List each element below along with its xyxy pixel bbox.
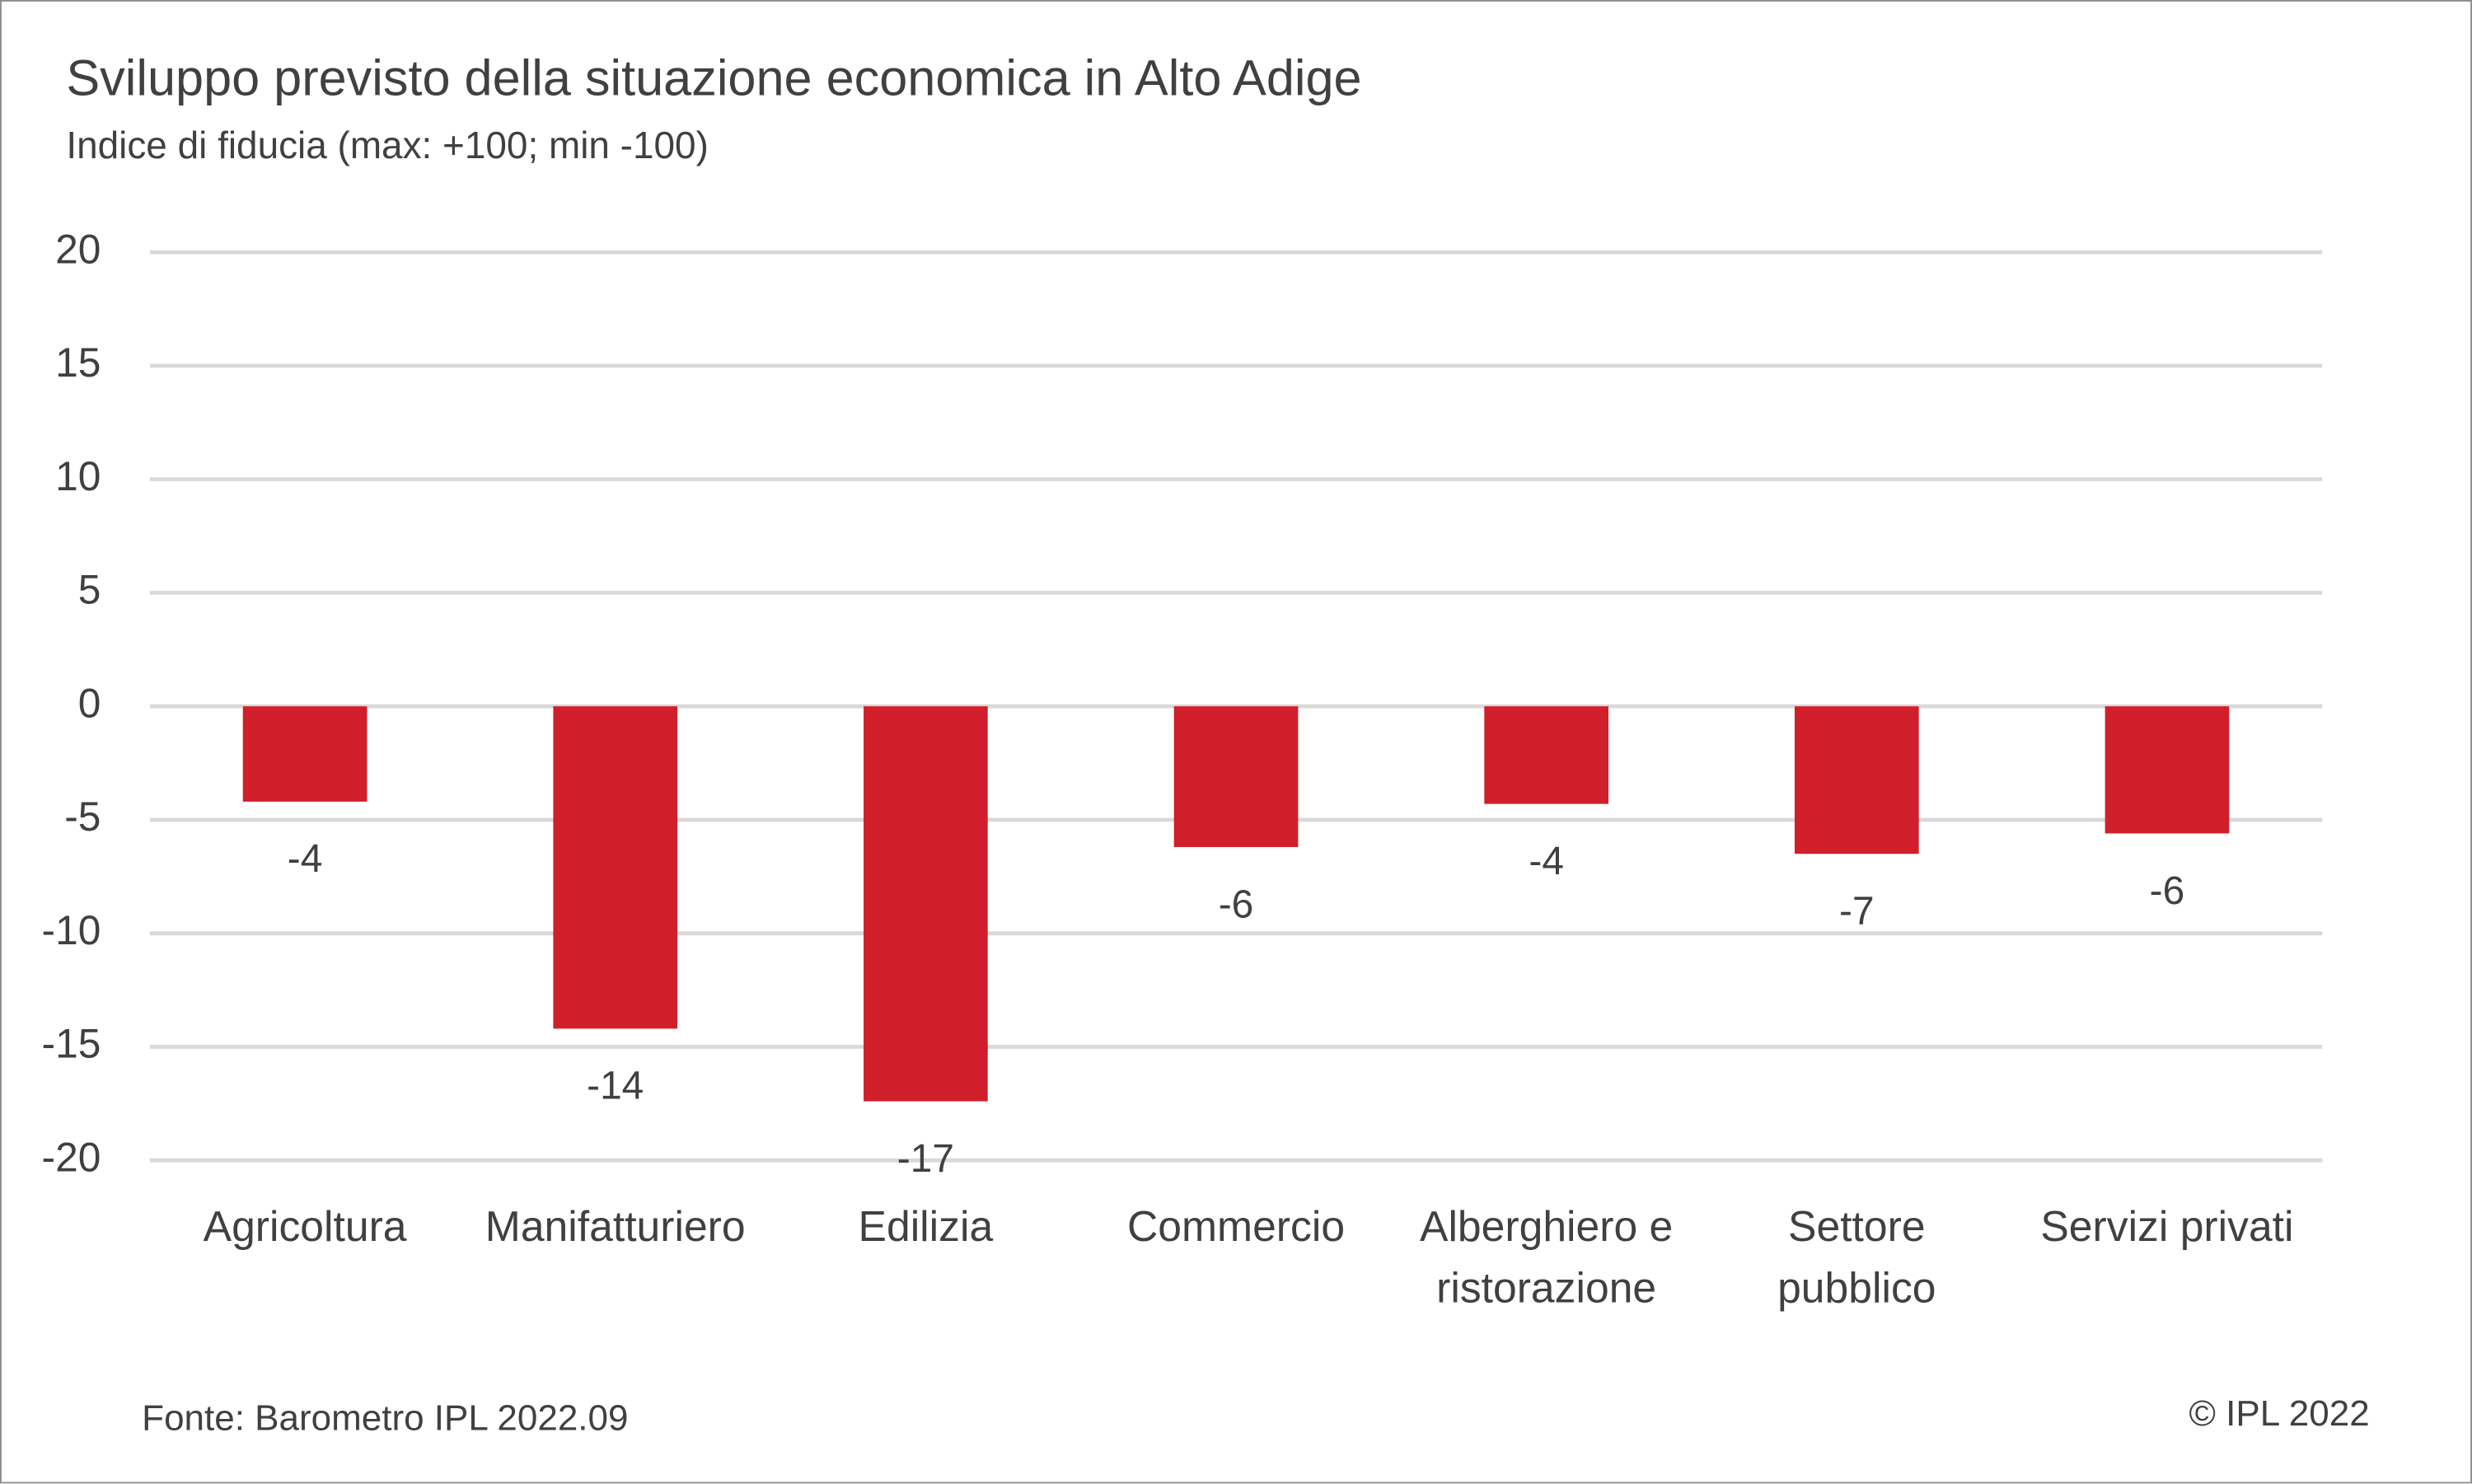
source: Fonte: Barometro IPL 2022.09 — [142, 1398, 628, 1439]
y-tick-label: -15 — [42, 1021, 101, 1067]
x-tick-label: Commercio — [1126, 1202, 1346, 1251]
data-label: -4 — [1529, 840, 1564, 883]
bar — [1484, 706, 1609, 804]
bar — [1794, 706, 1919, 854]
y-tick-label: 0 — [78, 680, 101, 726]
copyright: © IPL 2022 — [2189, 1393, 2370, 1434]
data-label: -7 — [1839, 890, 1875, 934]
y-tick-label: -20 — [42, 1134, 101, 1180]
bar — [553, 706, 678, 1029]
y-tick-label: 15 — [55, 339, 101, 386]
x-tick-label: Settore pubblico — [1777, 1202, 1936, 1312]
bar — [1173, 706, 1299, 847]
data-label: -4 — [288, 837, 323, 881]
data-label: -17 — [897, 1137, 954, 1181]
chart-subtitle: Indice di fiducia (max: +100; min -100) — [66, 124, 709, 166]
data-label: -6 — [1219, 882, 1254, 926]
y-tick-label: 10 — [55, 453, 101, 499]
y-tick-label: 20 — [55, 226, 101, 272]
data-label: -14 — [587, 1065, 644, 1108]
y-tick-label: -10 — [42, 907, 101, 953]
data-label: -6 — [2150, 869, 2185, 913]
y-tick-label: 5 — [78, 567, 101, 613]
bar — [864, 706, 988, 1102]
x-tick-label: Edilizia — [858, 1202, 994, 1251]
y-tick-label: -5 — [64, 793, 101, 840]
chart-title: Sviluppo previsto della situazione econo… — [66, 50, 1361, 106]
x-tick-label: Agricoltura — [203, 1202, 407, 1251]
x-tick-label: Alberghiero e ristorazione — [1419, 1202, 1674, 1312]
x-tick-label: Manifatturiero — [485, 1202, 746, 1251]
bar — [2104, 706, 2230, 834]
x-tick-label: Servizi privati — [2040, 1202, 2294, 1251]
bar — [242, 706, 368, 802]
